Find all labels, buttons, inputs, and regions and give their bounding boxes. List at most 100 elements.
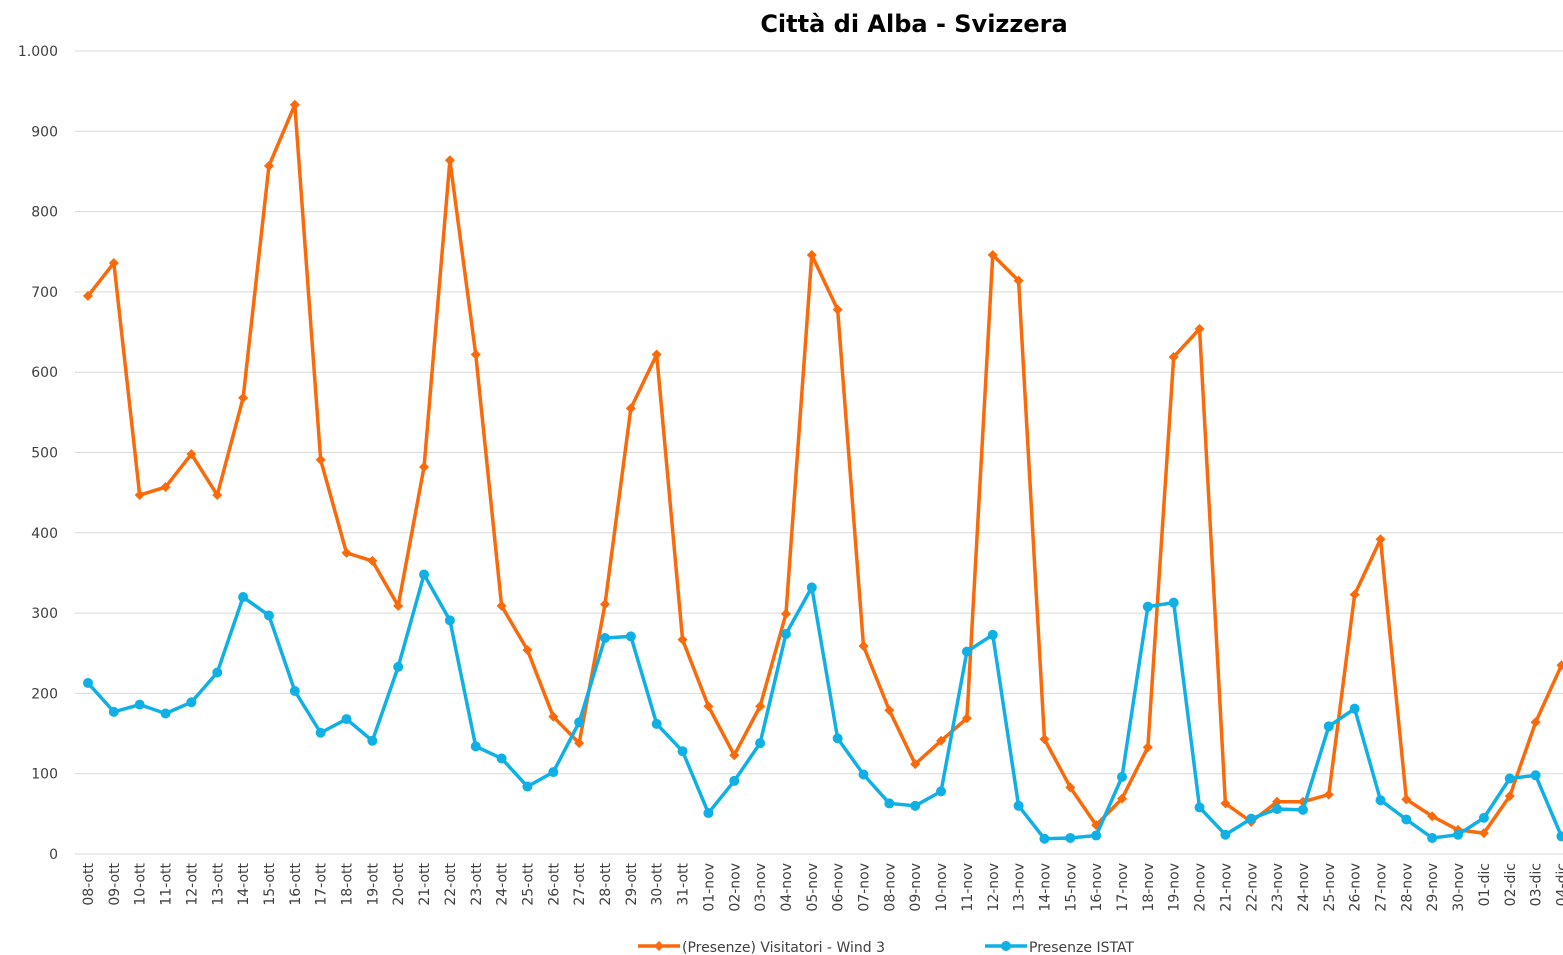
x-tick-label: 18-nov <box>1141 863 1157 912</box>
marker <box>574 738 585 749</box>
marker <box>470 741 481 752</box>
x-tick-label: 16-nov <box>1089 863 1105 912</box>
marker <box>651 349 662 360</box>
marker <box>574 717 585 728</box>
x-tick-label: 19-ott <box>365 862 381 905</box>
marker <box>1556 660 1563 671</box>
x-tick-label: 25-nov <box>1322 863 1338 912</box>
marker <box>1478 812 1489 823</box>
marker <box>1091 830 1102 841</box>
legend-label: Presenze ISTAT <box>1029 940 1134 955</box>
marker <box>1039 833 1050 844</box>
marker <box>419 569 430 580</box>
x-tick-label: 22-ott <box>443 862 459 905</box>
y-tick-label: 800 <box>31 205 58 221</box>
marker <box>1504 773 1515 784</box>
marker <box>677 746 688 757</box>
x-tick-label: 29-nov <box>1425 863 1441 912</box>
marker <box>600 632 610 643</box>
marker <box>238 392 249 403</box>
marker <box>444 155 455 166</box>
x-tick-label: 23-ott <box>469 862 485 905</box>
marker <box>1013 275 1024 286</box>
x-tick-label: 04-dic <box>1554 863 1563 906</box>
marker <box>1117 771 1127 782</box>
marker <box>83 290 93 301</box>
marker <box>393 600 404 611</box>
marker <box>1194 802 1205 813</box>
marker <box>1349 589 1360 600</box>
x-tick-label: 08-nov <box>882 863 898 912</box>
marker <box>263 610 274 621</box>
x-tick-label: 01-dic <box>1477 863 1493 906</box>
x-tick-label: 15-ott <box>262 862 278 905</box>
marker <box>315 727 326 738</box>
marker <box>496 753 507 764</box>
marker <box>289 685 300 696</box>
x-tick-label: 11-nov <box>960 863 976 912</box>
marker <box>1065 832 1076 843</box>
marker <box>522 781 533 792</box>
marker <box>1168 597 1179 608</box>
marker <box>1478 828 1489 839</box>
marker <box>341 714 352 725</box>
marker <box>1427 832 1438 843</box>
marker <box>83 677 93 688</box>
x-tick-label: 09-ott <box>107 862 123 905</box>
marker <box>729 775 740 786</box>
marker <box>1168 351 1179 362</box>
y-tick-label: 900 <box>31 124 58 140</box>
marker <box>496 600 507 611</box>
x-tick-label: 26-ott <box>546 862 562 905</box>
marker <box>289 99 300 110</box>
marker <box>1013 800 1024 811</box>
x-tick-label: 10-ott <box>133 862 149 905</box>
x-tick-label: 24-ott <box>495 862 511 905</box>
marker <box>548 767 559 778</box>
x-tick-label: 02-nov <box>727 863 743 912</box>
marker <box>367 555 378 566</box>
marker <box>703 808 714 819</box>
x-tick-label: 24-nov <box>1296 863 1312 912</box>
marker <box>1001 941 1011 951</box>
marker <box>548 711 559 722</box>
series-line <box>86 103 1563 835</box>
x-tick-label: 15-nov <box>1063 863 1079 912</box>
x-tick-label: 17-ott <box>314 862 330 905</box>
y-tick-label: 700 <box>31 285 58 301</box>
marker <box>1323 721 1334 732</box>
marker <box>961 713 972 724</box>
marker <box>160 482 171 493</box>
x-tick-label: 22-nov <box>1244 863 1260 912</box>
x-tick-label: 03-dic <box>1529 863 1545 906</box>
x-tick-label: 17-nov <box>1115 863 1131 912</box>
marker <box>1142 742 1153 753</box>
marker <box>1530 717 1541 728</box>
marker <box>654 941 664 951</box>
x-tick-label: 28-nov <box>1399 863 1415 912</box>
marker <box>341 547 352 558</box>
x-tick-label: 23-nov <box>1270 863 1286 912</box>
marker <box>1453 829 1464 840</box>
marker <box>1297 804 1308 815</box>
x-tick-label: 21-nov <box>1218 863 1234 912</box>
marker <box>1220 798 1231 809</box>
marker <box>910 800 921 811</box>
marker <box>134 490 145 501</box>
marker <box>108 257 119 268</box>
marker <box>806 249 817 260</box>
x-tick-label: 08-ott <box>81 862 97 905</box>
marker <box>755 701 766 712</box>
marker <box>1065 782 1076 793</box>
x-tick-label: 30-ott <box>650 862 666 905</box>
x-tick-label: 27-nov <box>1374 863 1390 912</box>
x-tick-label: 12-ott <box>184 862 200 905</box>
marker <box>625 403 636 414</box>
marker <box>884 798 895 809</box>
y-tick-label: 400 <box>31 526 58 542</box>
x-tick-label: 14-nov <box>1037 863 1053 912</box>
x-tick-label: 06-nov <box>831 863 847 912</box>
x-tick-label: 12-nov <box>986 863 1002 912</box>
marker <box>729 750 740 761</box>
